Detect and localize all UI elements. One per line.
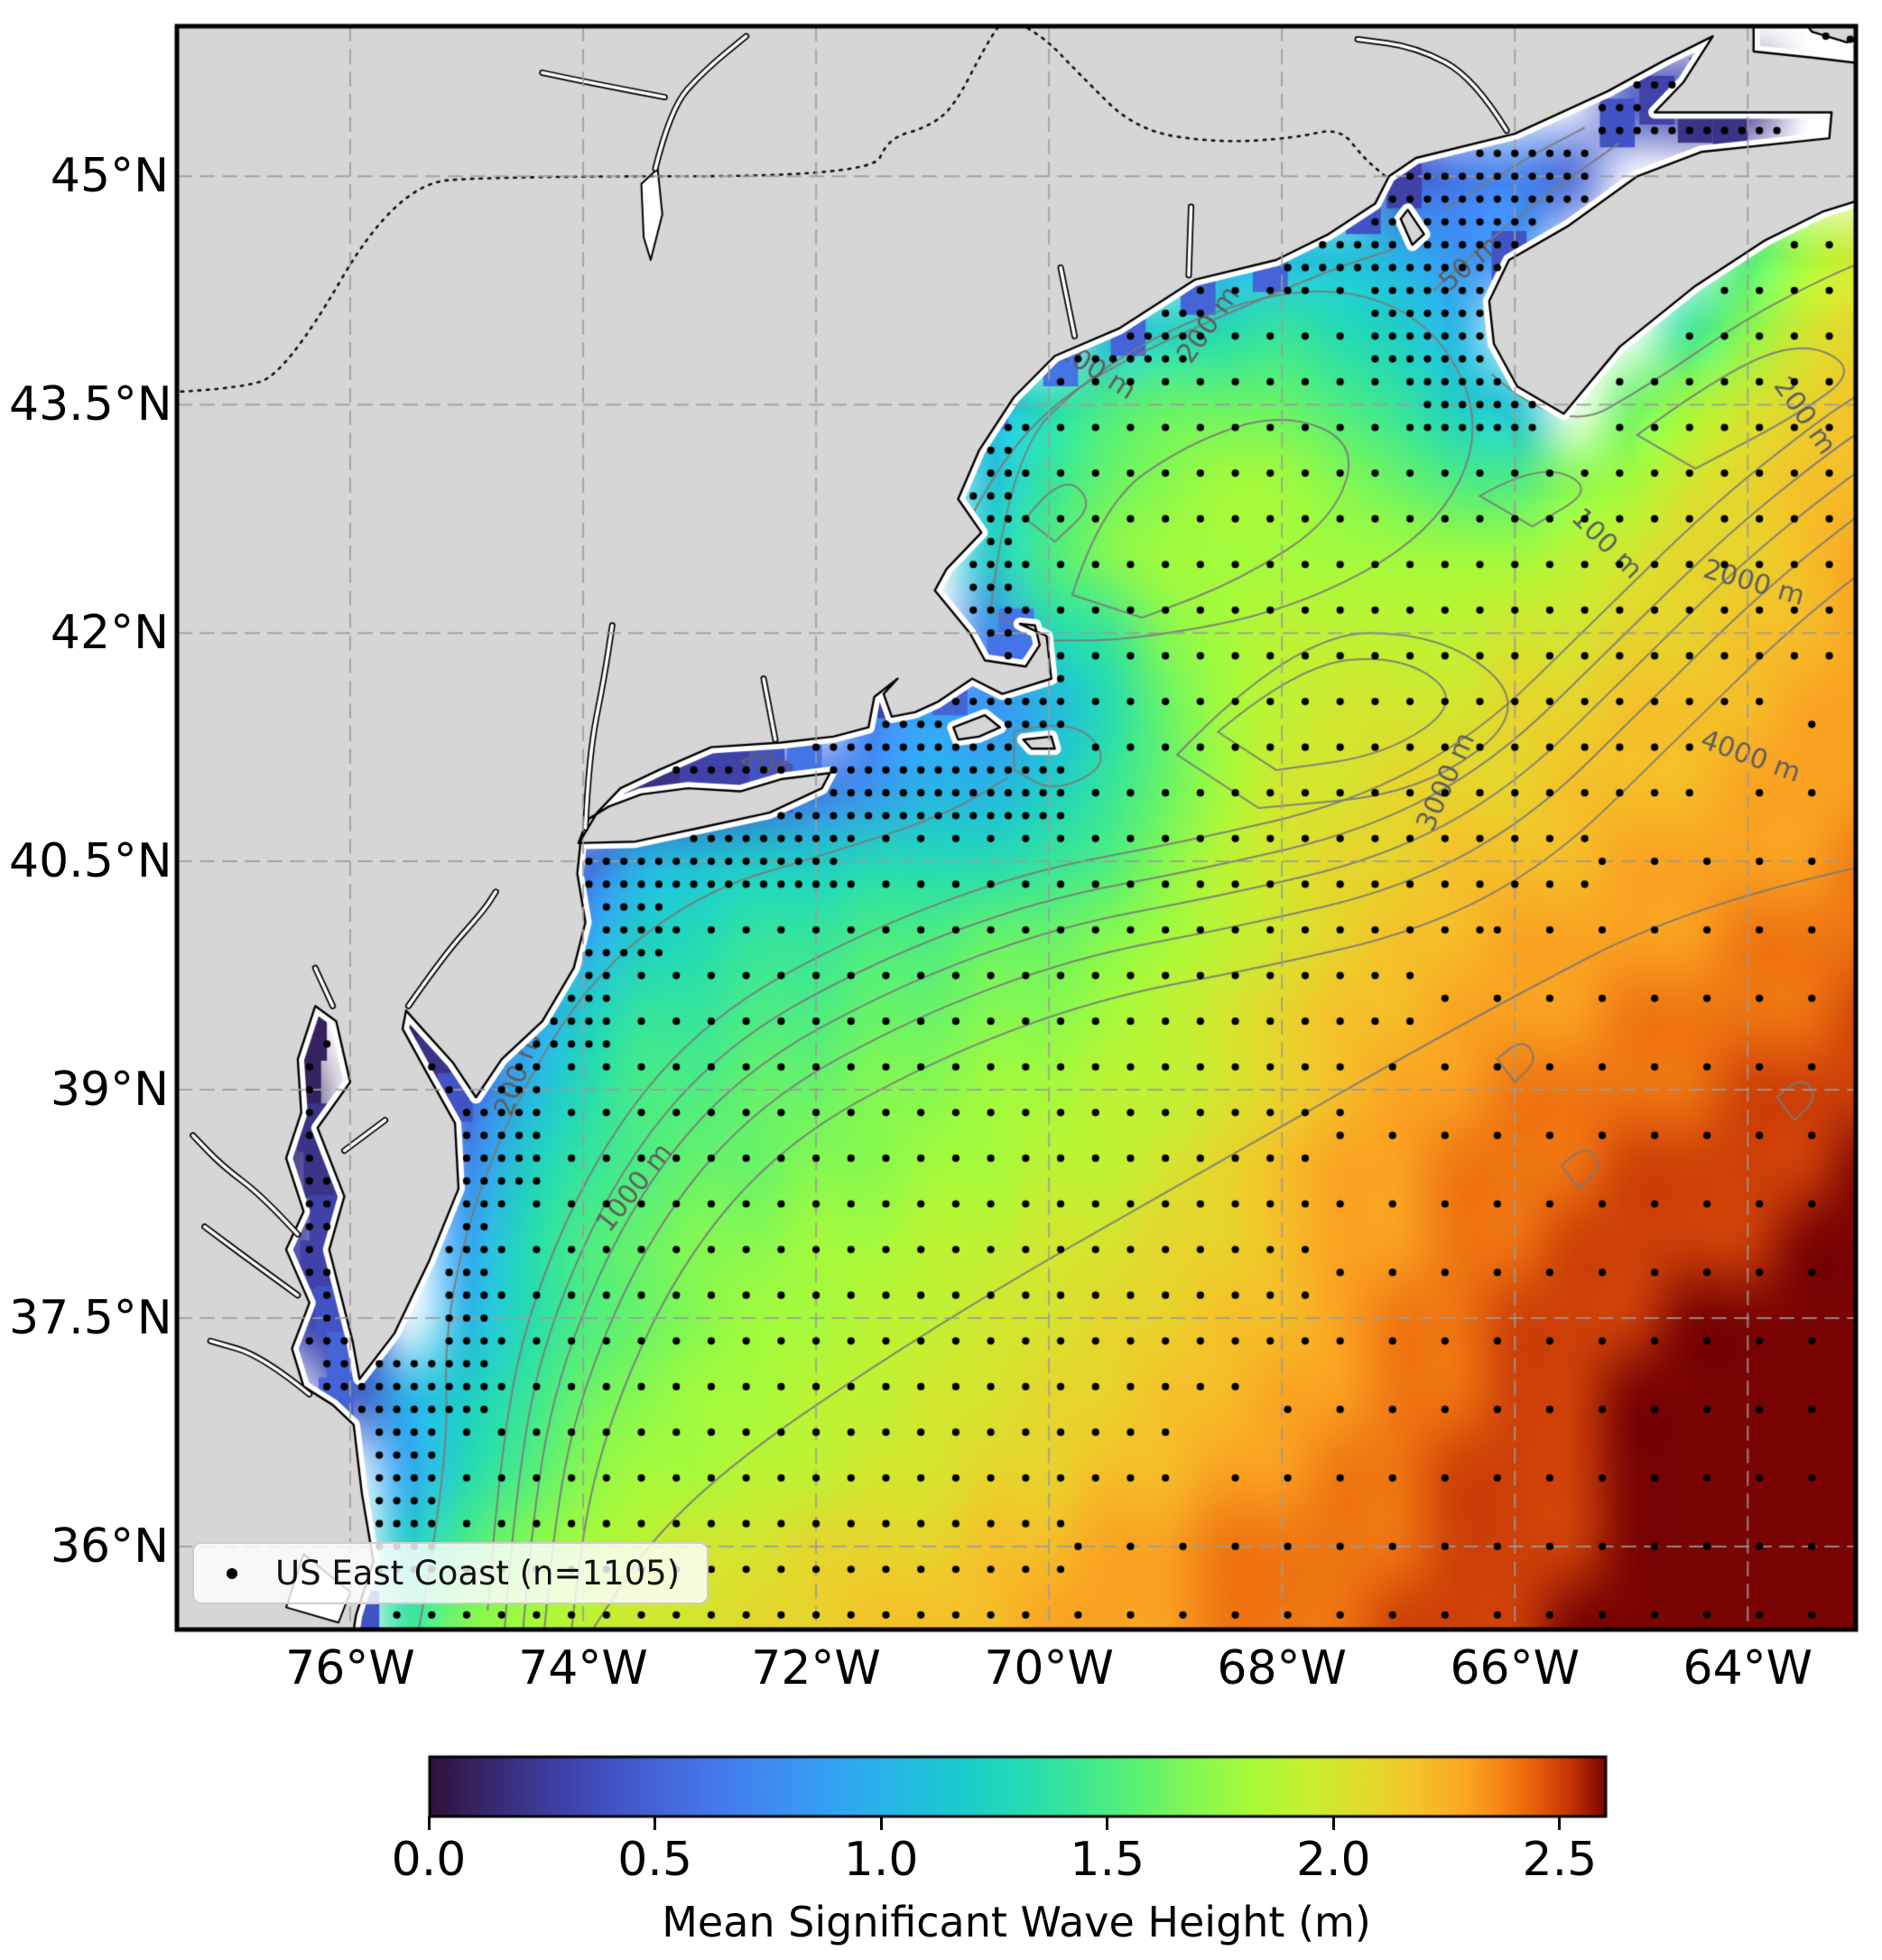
colorbar-tick-label: 0.5	[617, 1833, 692, 1887]
colorbar-tick-label: 2.5	[1522, 1833, 1598, 1887]
lat-tick-label: 42°N	[50, 606, 169, 661]
legend-box: US East Coast (n=1105)	[192, 1542, 709, 1604]
lon-tick-label: 66°W	[1450, 1641, 1581, 1695]
colorbar-tick-mark	[654, 1816, 657, 1830]
lat-tick-label: 40.5°N	[9, 834, 172, 889]
scatter-marker-icon	[227, 1567, 237, 1579]
map-plot-canvas	[0, 0, 1882, 1729]
lat-tick-label: 43.5°N	[9, 377, 172, 432]
lon-tick-label: 64°W	[1683, 1641, 1813, 1695]
legend-label: US East Coast (n=1105)	[275, 1554, 681, 1593]
colorbar-tick-mark	[879, 1816, 883, 1830]
colorbar-tick-mark	[1106, 1816, 1109, 1830]
colorbar-tick-mark	[427, 1816, 431, 1830]
lat-tick-label: 45°N	[50, 149, 169, 204]
lon-tick-label: 74°W	[518, 1641, 648, 1695]
colorbar-gradient	[427, 1754, 1609, 1819]
lat-tick-label: 39°N	[50, 1063, 169, 1118]
lon-tick-label: 70°W	[984, 1641, 1114, 1695]
colorbar-tick-mark	[1331, 1816, 1335, 1830]
colorbar-tick-mark	[1558, 1816, 1562, 1830]
lon-tick-label: 68°W	[1217, 1641, 1347, 1695]
colorbar-tick-label: 0.0	[391, 1833, 467, 1887]
colorbar-tick-label: 2.0	[1295, 1833, 1371, 1887]
lon-tick-label: 76°W	[285, 1641, 415, 1695]
lon-tick-label: 72°W	[751, 1641, 881, 1695]
colorbar-tick-label: 1.0	[843, 1833, 919, 1887]
lat-tick-label: 37.5°N	[9, 1290, 172, 1345]
colorbar-tick-label: 1.5	[1070, 1833, 1145, 1887]
lat-tick-label: 36°N	[50, 1519, 169, 1574]
colorbar-axis-label: Mean Significant Wave Height (m)	[662, 1898, 1371, 1946]
